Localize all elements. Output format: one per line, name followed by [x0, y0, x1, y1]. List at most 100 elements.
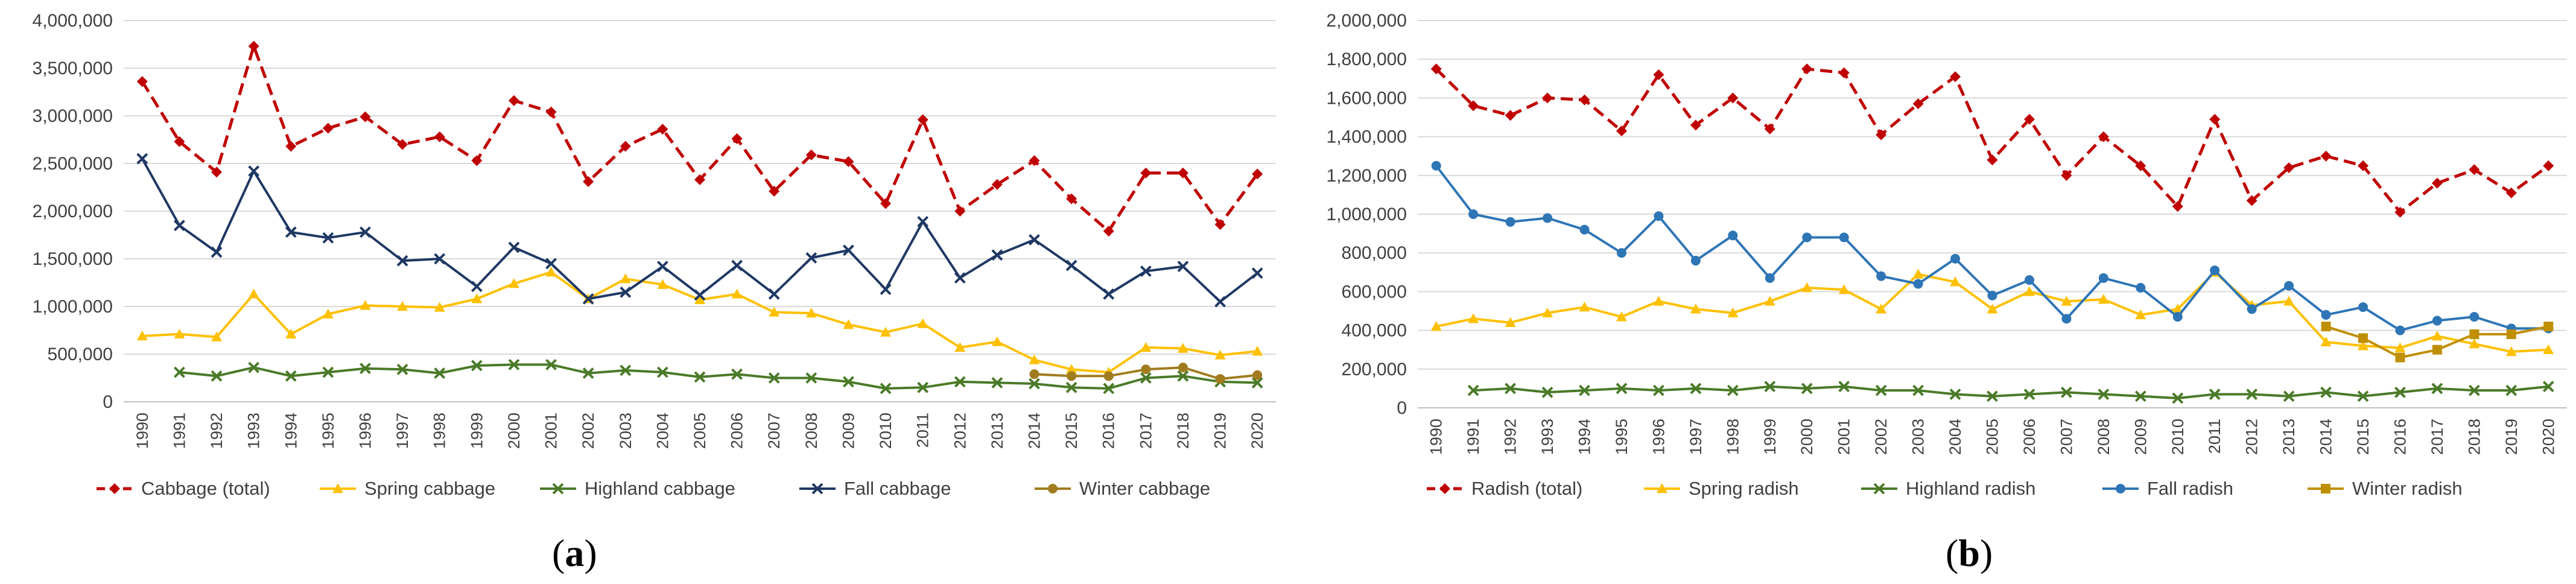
data-point — [508, 278, 519, 288]
data-point — [917, 381, 929, 393]
data-point — [1252, 168, 1263, 180]
x-tick-label: 1992 — [1502, 419, 1520, 455]
x-tick-label: 2011 — [2206, 419, 2224, 454]
data-point — [1541, 386, 1553, 398]
data-point — [1579, 224, 1590, 235]
data-point — [1542, 92, 1553, 104]
data-point — [2320, 336, 2332, 347]
x-tick-label: 1994 — [282, 413, 300, 449]
x-tick-label: 2012 — [951, 413, 969, 449]
legend-item: Spring cabbage — [320, 478, 495, 499]
x-tick-label: 1997 — [1687, 419, 1705, 455]
data-point — [2543, 322, 2554, 332]
data-point — [1252, 346, 1263, 356]
data-point — [2172, 312, 2183, 322]
data-point — [880, 382, 892, 395]
data-point — [1431, 160, 1441, 171]
data-point — [1579, 302, 1590, 312]
x-tick-label: 1993 — [1538, 419, 1556, 455]
data-point — [2395, 325, 2405, 335]
data-point — [1987, 303, 1998, 314]
y-tick-label: 200,000 — [1342, 360, 1407, 379]
legend-marker — [2321, 484, 2330, 494]
series-cabbage-total — [136, 40, 1263, 237]
data-point — [1876, 271, 1886, 281]
data-point — [471, 360, 483, 372]
data-point — [2023, 286, 2035, 296]
data-point — [1949, 389, 1961, 400]
data-point — [1838, 284, 1850, 294]
x-tick-label: 2013 — [988, 413, 1006, 449]
data-point — [1066, 364, 1077, 374]
data-point — [1251, 267, 1263, 279]
gridlines — [124, 20, 1276, 402]
data-point — [1616, 382, 1628, 395]
data-point — [991, 336, 1003, 346]
y-tick-label: 0 — [1397, 398, 1407, 418]
data-point — [508, 358, 520, 370]
data-point — [1214, 349, 1226, 360]
legend-marker — [2116, 484, 2125, 494]
data-point — [2468, 384, 2480, 396]
data-point — [396, 363, 408, 375]
x-tick-label: 2007 — [2057, 419, 2075, 455]
data-point — [2283, 390, 2295, 402]
data-point — [1690, 303, 1701, 314]
data-point — [322, 366, 334, 378]
x-tick-label: 1998 — [1724, 419, 1742, 455]
data-point — [1764, 381, 1776, 393]
data-point — [991, 179, 1003, 190]
x-tick-label: 2004 — [653, 413, 671, 449]
data-point — [2023, 389, 2035, 400]
data-point — [1177, 343, 1188, 353]
x-tick-label: 1995 — [319, 413, 337, 449]
data-point — [1505, 317, 1516, 327]
legend-marker — [109, 483, 120, 494]
data-point — [2432, 344, 2442, 355]
legend-marker — [1439, 483, 1450, 494]
gridlines — [1418, 20, 2567, 408]
data-point — [2023, 113, 2035, 125]
data-point — [1728, 230, 1738, 241]
data-point — [1103, 226, 1114, 237]
y-tick-label: 600,000 — [1342, 282, 1407, 302]
series-line — [141, 45, 1259, 233]
data-point — [1912, 98, 1924, 110]
data-point — [1690, 256, 1701, 266]
data-point — [2395, 352, 2405, 363]
data-point — [1103, 382, 1115, 395]
data-point — [1802, 232, 1812, 243]
legend-item: Fall cabbage — [799, 478, 951, 499]
data-point — [2358, 340, 2369, 351]
data-point — [843, 376, 854, 388]
legend-marker — [1048, 484, 1058, 494]
data-point — [434, 131, 445, 142]
data-point — [1067, 371, 1077, 381]
data-point — [211, 331, 223, 341]
legend-label: Highland radish — [1906, 478, 2035, 499]
data-point — [1876, 303, 1887, 314]
data-point — [694, 371, 706, 383]
x-tick-label: 2019 — [2502, 419, 2520, 455]
data-point — [322, 232, 334, 244]
data-point — [1838, 67, 1850, 78]
data-point — [582, 293, 594, 305]
data-point — [397, 301, 408, 311]
y-tick-label: 1,600,000 — [1327, 88, 1407, 108]
x-tick-label: 2013 — [2280, 419, 2298, 455]
legend-marker — [332, 483, 343, 494]
series-winter-radish — [2321, 322, 2554, 363]
legend-label: Spring cabbage — [364, 478, 495, 499]
data-point — [2284, 281, 2294, 291]
data-point — [1727, 307, 1739, 317]
legend-item: Spring radish — [1644, 478, 1799, 499]
data-point — [211, 167, 223, 178]
data-point — [1875, 384, 1887, 396]
x-tick-label: 2005 — [1984, 419, 2002, 455]
x-tick-label: 1998 — [431, 413, 449, 449]
data-point — [694, 294, 705, 305]
data-point — [2432, 316, 2442, 326]
data-point — [434, 367, 446, 379]
data-point — [545, 358, 557, 370]
data-point — [1653, 69, 1664, 80]
